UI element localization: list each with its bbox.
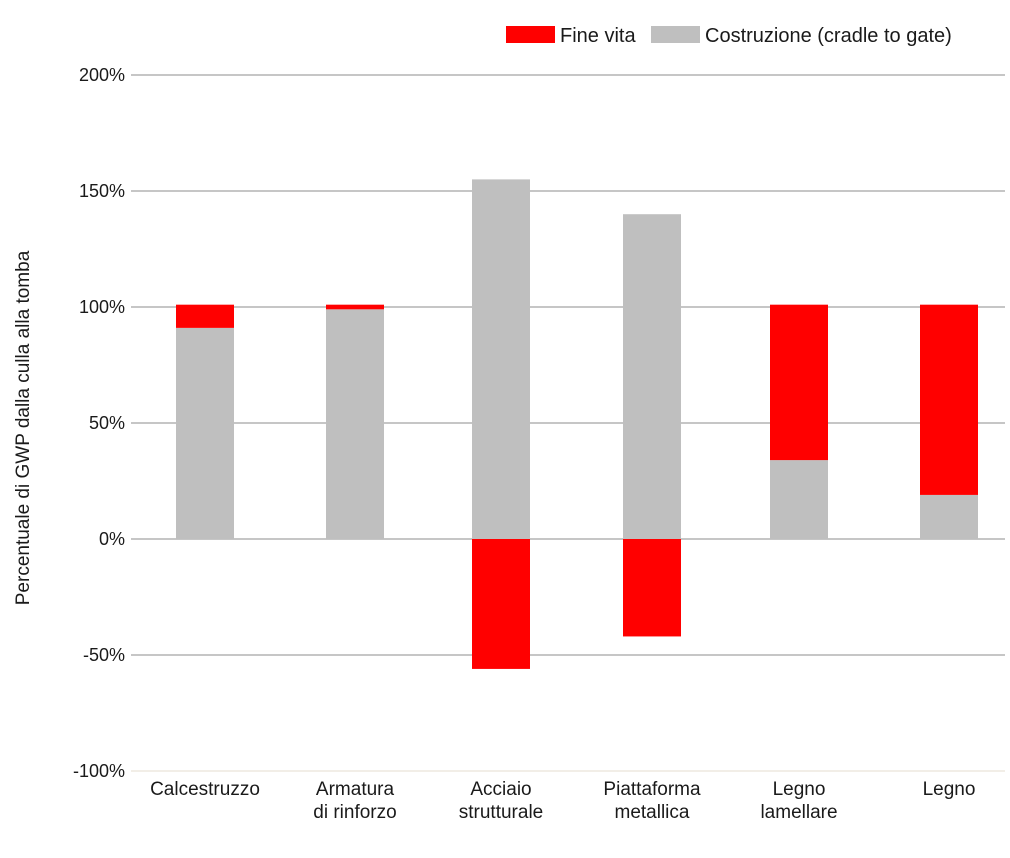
legend-label: Fine vita [560,25,636,47]
y-axis-label: Percentuale di GWP dalla culla alla tomb… [13,250,34,605]
x-category-label: lamellare [760,802,837,823]
x-category-label: Calcestruzzo [150,779,260,800]
bar-segment [920,304,978,495]
bar-segment [326,309,384,539]
x-category-label: di rinforzo [313,802,396,823]
x-category-label: metallica [615,802,690,823]
bar-segment [920,494,978,539]
legend-swatch [651,26,700,43]
y-tick-label: -100% [73,761,125,781]
y-tick-label: 100% [79,297,125,317]
bar-segment [623,539,681,637]
x-category-label: Acciaio [470,779,531,800]
bar-segment [176,327,234,539]
bar-segment [770,460,828,539]
y-tick-label: 0% [99,529,125,549]
bar-segment [176,304,234,328]
bar-segment [623,214,681,539]
bar-segment [472,539,530,669]
bar-segment [472,179,530,539]
legend: Fine vita Costruzione (cradle to gate) [506,25,952,47]
bar-segment [770,304,828,461]
x-category-label: Piattaforma [603,779,701,800]
x-category-label: strutturale [459,802,543,823]
bar-segment [326,304,384,310]
y-tick-label: 200% [79,65,125,85]
x-category-label: Legno [773,779,826,800]
legend-swatch [506,26,555,43]
y-tick-label: -50% [83,645,125,665]
x-category-label: Armatura [316,779,395,800]
y-axis-ticks: 200% 150% 100% 50% 0% -50% -100% [73,65,125,781]
y-tick-label: 150% [79,181,125,201]
bars [176,179,978,669]
x-category-label: Legno [923,779,976,800]
legend-label: Costruzione (cradle to gate) [705,25,952,47]
y-tick-label: 50% [89,413,125,433]
gridlines [131,74,1005,772]
